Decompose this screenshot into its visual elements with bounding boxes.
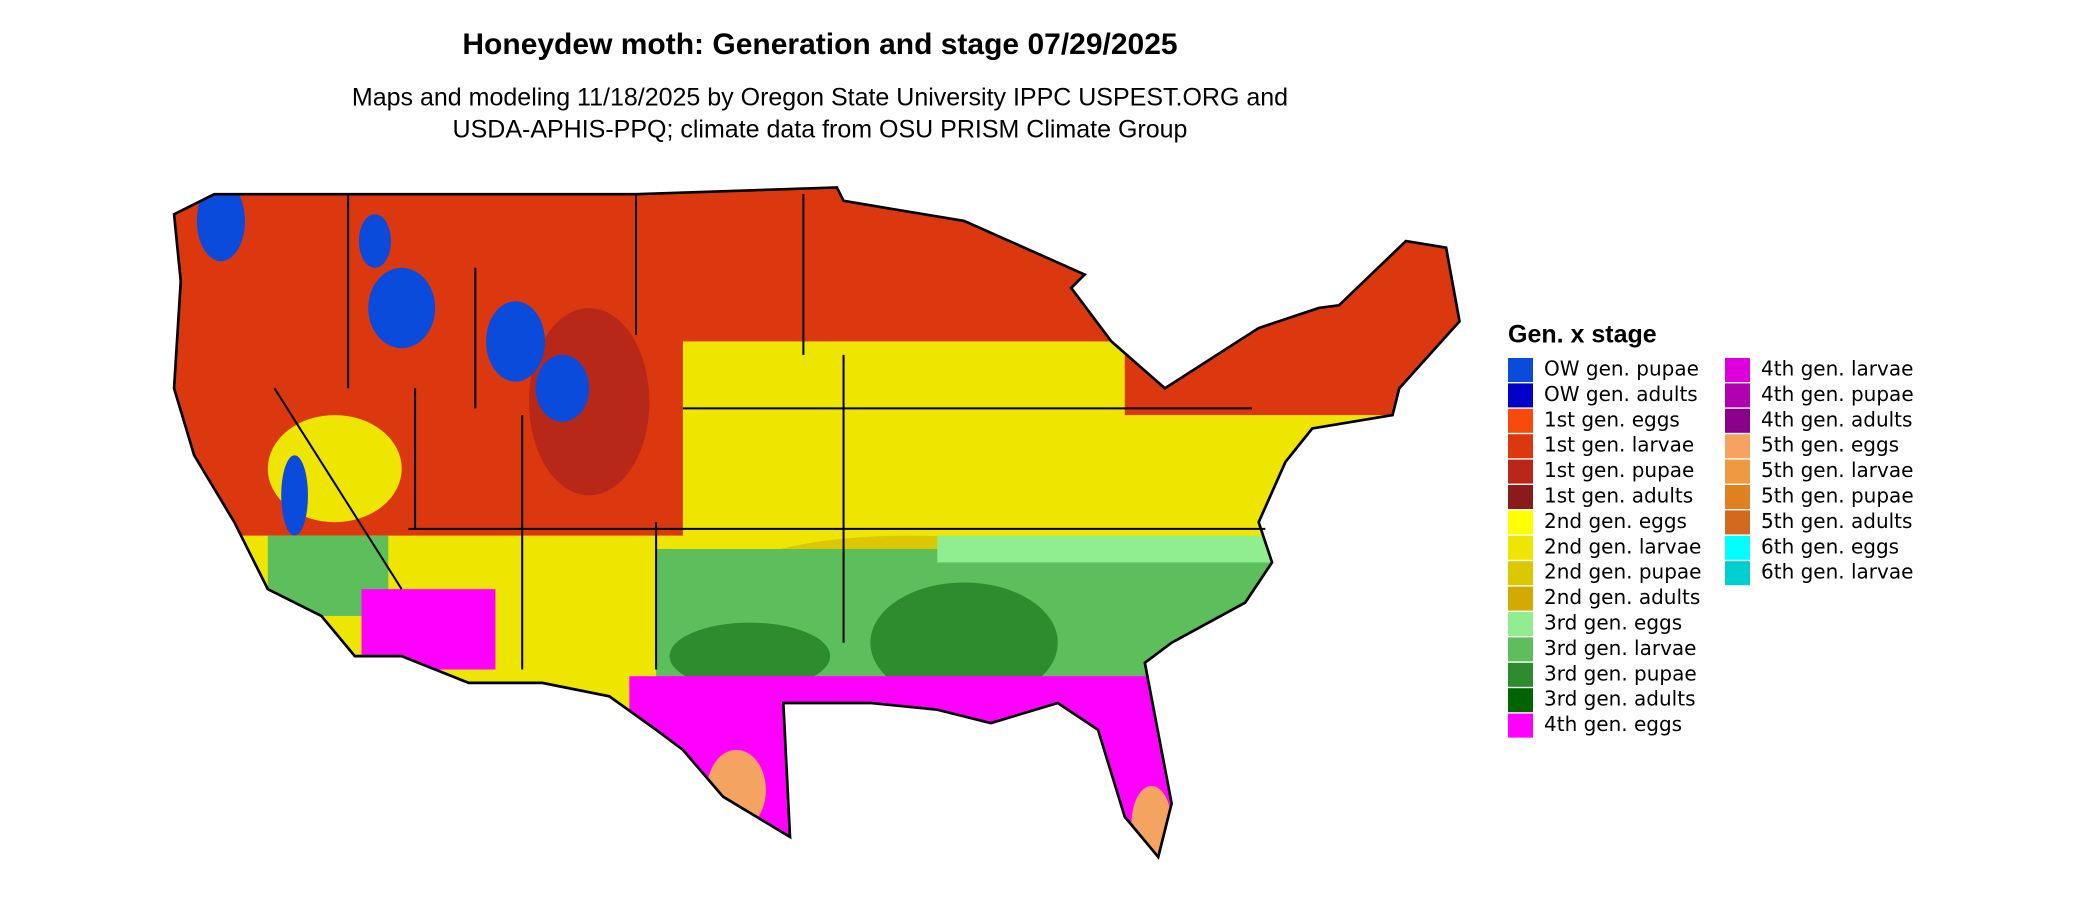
legend-label: 2nd gen. larvae xyxy=(1544,534,1701,558)
legend-swatch xyxy=(1725,535,1750,560)
legend-swatch xyxy=(1508,662,1533,687)
zone xyxy=(281,455,308,536)
us-outline xyxy=(172,186,1461,860)
zone xyxy=(368,267,436,349)
legend-label: 6th gen. larvae xyxy=(1761,560,1913,584)
legend-label: 4th gen. larvae xyxy=(1761,357,1913,381)
legend-swatch xyxy=(1725,434,1750,459)
legend-swatch xyxy=(1508,408,1533,433)
legend-label: 1st gen. larvae xyxy=(1544,433,1694,457)
legend-swatch xyxy=(1508,535,1533,560)
legend-label: 3rd gen. eggs xyxy=(1544,611,1682,635)
legend-swatch xyxy=(1725,561,1750,586)
us-map xyxy=(172,186,1461,860)
legend-label: 3rd gen. larvae xyxy=(1544,636,1696,660)
legend-swatch xyxy=(1508,637,1533,662)
legend-label: 1st gen. pupae xyxy=(1544,458,1694,482)
legend-title: Gen. x stage xyxy=(1508,321,1657,349)
legend-label: 5th gen. adults xyxy=(1761,509,1912,533)
legend-swatch xyxy=(1725,510,1750,535)
title: Honeydew moth: Generation and stage 07/2… xyxy=(462,28,1177,61)
subtitle: USDA-APHIS-PPQ; climate data from OSU PR… xyxy=(453,116,1188,144)
legend-label: 3rd gen. adults xyxy=(1544,687,1695,711)
legend-label: 4th gen. eggs xyxy=(1544,712,1682,736)
legend-swatch xyxy=(1508,713,1533,738)
zone xyxy=(870,582,1058,703)
legend-label: 3rd gen. pupae xyxy=(1544,661,1697,685)
zone xyxy=(196,187,246,262)
legend-swatch xyxy=(1725,383,1750,408)
legend-label: 5th gen. larvae xyxy=(1761,458,1913,482)
legend-swatch xyxy=(1508,688,1533,713)
legend-label: OW gen. pupae xyxy=(1544,357,1699,381)
legend-label: 1st gen. adults xyxy=(1544,484,1693,508)
legend-swatch xyxy=(1508,510,1533,535)
zone xyxy=(669,622,831,690)
zone xyxy=(358,214,391,268)
zone xyxy=(535,354,590,422)
zone xyxy=(486,301,545,382)
legend-label: 2nd gen. pupae xyxy=(1544,560,1701,584)
state-border xyxy=(273,387,403,590)
legend-swatch xyxy=(1508,485,1533,509)
legend-swatch xyxy=(1508,459,1533,484)
legend-label: 1st gen. eggs xyxy=(1544,407,1680,431)
zone xyxy=(937,535,1273,563)
legend-swatch xyxy=(1508,612,1533,636)
legend-swatch xyxy=(1508,586,1533,611)
legend-swatch xyxy=(1508,434,1533,459)
zone xyxy=(528,307,650,496)
legend-swatch xyxy=(1725,358,1750,382)
legend-swatch xyxy=(1508,383,1533,408)
legend-label: 2nd gen. eggs xyxy=(1544,509,1687,533)
legend-swatch xyxy=(1725,459,1750,484)
subtitle: Maps and modeling 11/18/2025 by Oregon S… xyxy=(352,84,1288,112)
legend-swatch xyxy=(1725,485,1750,509)
legend-swatch xyxy=(1508,358,1533,382)
legend-label: 5th gen. pupae xyxy=(1761,484,1914,508)
legend-label: OW gen. adults xyxy=(1544,382,1698,406)
legend-label: 6th gen. eggs xyxy=(1761,534,1899,558)
legend-swatch xyxy=(1508,561,1533,586)
legend-label: 5th gen. eggs xyxy=(1761,433,1899,457)
legend-label: 4th gen. pupae xyxy=(1761,382,1914,406)
legend-label: 4th gen. adults xyxy=(1761,407,1912,431)
legend-label: 2nd gen. adults xyxy=(1544,585,1700,609)
legend-swatch xyxy=(1725,408,1750,433)
map-zones xyxy=(174,187,1460,857)
